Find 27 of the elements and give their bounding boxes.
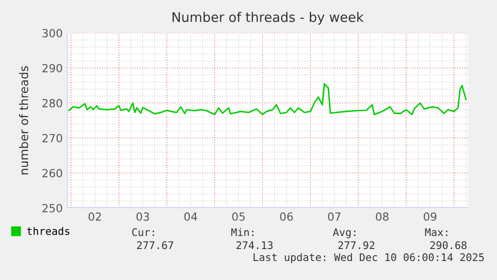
y-tick-label: 290 bbox=[42, 64, 62, 72]
x-tick-label: 04 bbox=[184, 212, 198, 221]
y-tick-label: 280 bbox=[42, 98, 62, 108]
text: Max: bbox=[425, 228, 448, 236]
text: 274.13 bbox=[236, 241, 273, 250]
x-tick-label: 08 bbox=[376, 212, 389, 221]
text: 290.68 bbox=[430, 241, 467, 250]
text: 277.92 bbox=[338, 241, 374, 250]
y-tick-label: 270 bbox=[42, 134, 62, 142]
y-tick-label: 300 bbox=[42, 28, 62, 38]
legend-label: threads bbox=[27, 226, 70, 236]
x-tick-label: 07 bbox=[328, 212, 340, 221]
y-axis-title: number of threads bbox=[19, 66, 28, 174]
chart-title: Number of threads - by week bbox=[172, 12, 364, 25]
text: 277.67 bbox=[137, 241, 174, 250]
y-tick-label: 260 bbox=[42, 168, 62, 178]
text: Min: bbox=[231, 228, 254, 236]
x-tick-label: 05 bbox=[232, 212, 245, 221]
text: Last update: Wed Dec 10 06:00:14 2025 bbox=[254, 253, 484, 264]
x-tick-label: 09 bbox=[424, 212, 436, 221]
x-tick-label: 06 bbox=[280, 212, 293, 221]
x-tick-label: 02 bbox=[88, 212, 101, 221]
line-series bbox=[68, 83, 467, 116]
y-tick-label: 250 bbox=[42, 204, 62, 212]
text: Cur: bbox=[132, 228, 154, 236]
x-tick-label: 03 bbox=[136, 212, 149, 221]
text: Avg: bbox=[332, 228, 356, 238]
